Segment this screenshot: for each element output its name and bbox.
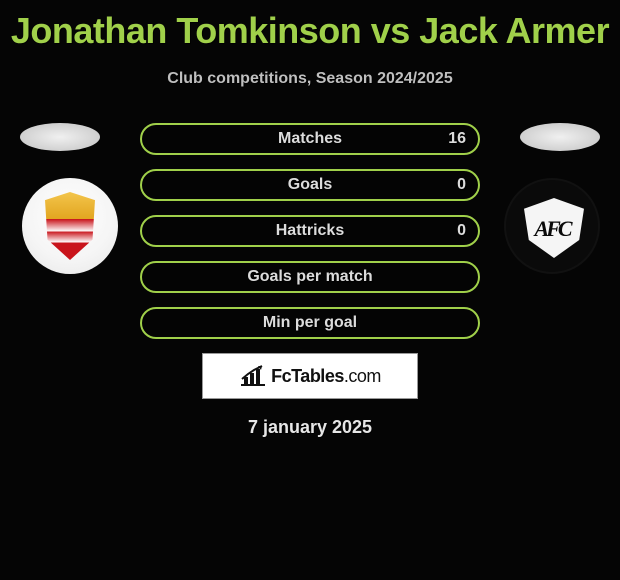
stat-right-value: 16 [448,125,466,153]
left-club-badge [22,178,118,274]
stat-label: Goals [142,171,478,199]
right-player-marker [520,123,600,151]
stat-label: Hattricks [142,217,478,245]
stat-row: Goals0 [140,169,480,201]
brand-chart-icon [239,365,267,387]
brand-name: FcTables [271,366,344,386]
stat-row: Matches16 [140,123,480,155]
subtitle: Club competitions, Season 2024/2025 [0,70,620,88]
page-title: Jonathan Tomkinson vs Jack Armer [0,0,620,52]
stat-label: Goals per match [142,263,478,291]
snapshot-date: 7 january 2025 [0,417,620,438]
brand-suffix: .com [344,366,381,386]
stat-label: Min per goal [142,309,478,337]
brand-text: FcTables.com [271,366,381,387]
stat-label: Matches [142,125,478,153]
stat-row: Goals per match [140,261,480,293]
comparison-panel: Matches16Goals0Hattricks0Goals per match… [0,123,620,438]
brand-box: FcTables.com [202,353,418,399]
right-club-badge [504,178,600,274]
stat-row: Hattricks0 [140,215,480,247]
stat-right-value: 0 [457,171,466,199]
stat-right-value: 0 [457,217,466,245]
left-player-marker [20,123,100,151]
stat-bars: Matches16Goals0Hattricks0Goals per match… [140,123,480,339]
stat-row: Min per goal [140,307,480,339]
